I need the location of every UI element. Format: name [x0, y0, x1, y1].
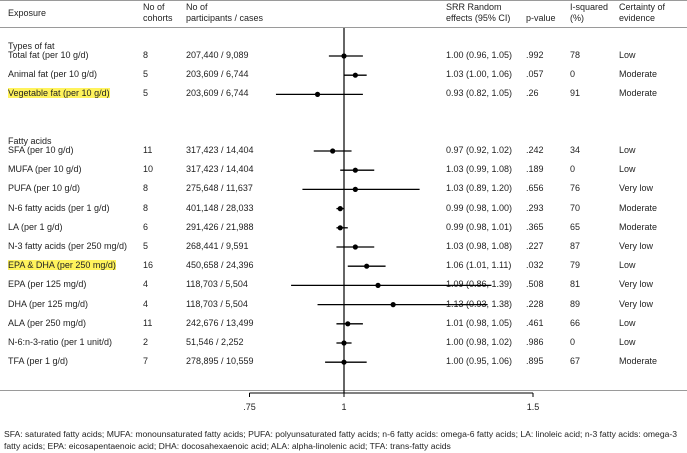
point-estimate	[353, 168, 358, 173]
point-estimate	[353, 244, 358, 249]
footnote: SFA: saturated fatty acids; MUFA: monoun…	[4, 428, 679, 452]
point-estimate	[353, 187, 358, 192]
point-estimate	[338, 225, 343, 230]
x-tick-label: 1	[341, 402, 346, 412]
point-estimate	[345, 321, 350, 326]
point-estimate	[338, 206, 343, 211]
point-estimate	[391, 302, 396, 307]
point-estimate	[315, 92, 320, 97]
point-estimate	[341, 53, 346, 58]
x-tick-label: .75	[243, 402, 256, 412]
point-estimate	[330, 148, 335, 153]
point-estimate	[341, 360, 346, 365]
x-tick-label: 1.5	[527, 402, 540, 412]
point-estimate	[353, 73, 358, 78]
point-estimate	[364, 264, 369, 269]
point-estimate	[341, 340, 346, 345]
point-estimate	[375, 283, 380, 288]
